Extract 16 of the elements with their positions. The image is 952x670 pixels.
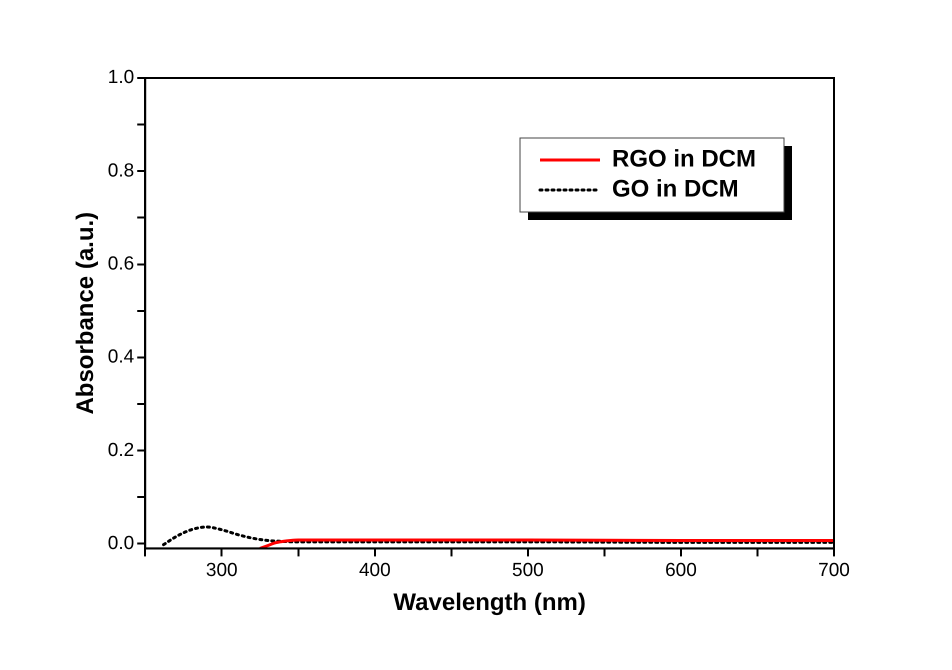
x-tick-label: 600 [665, 560, 697, 582]
y-tick-label: 1.0 [108, 67, 134, 88]
y-tick-label: 0.4 [108, 346, 135, 368]
y-axis-title: Absorbance (a.u.) [72, 212, 100, 415]
legend-label: GO in DCM [612, 176, 739, 203]
legend-label: RGO in DCM [612, 146, 756, 173]
x-tick-label: 700 [818, 560, 850, 582]
x-tick-label: 400 [358, 560, 391, 582]
y-tick-label: 0.2 [108, 440, 134, 461]
y-tick-label: 0.6 [108, 254, 134, 275]
y-tick-label: 0.8 [108, 160, 134, 182]
line-series [258, 538, 834, 548]
y-tick-label: 0.0 [108, 532, 134, 554]
x-tick-label: 300 [206, 560, 238, 582]
x-tick-label: 500 [512, 560, 544, 582]
x-axis-title: Wavelength (nm) [393, 589, 586, 616]
